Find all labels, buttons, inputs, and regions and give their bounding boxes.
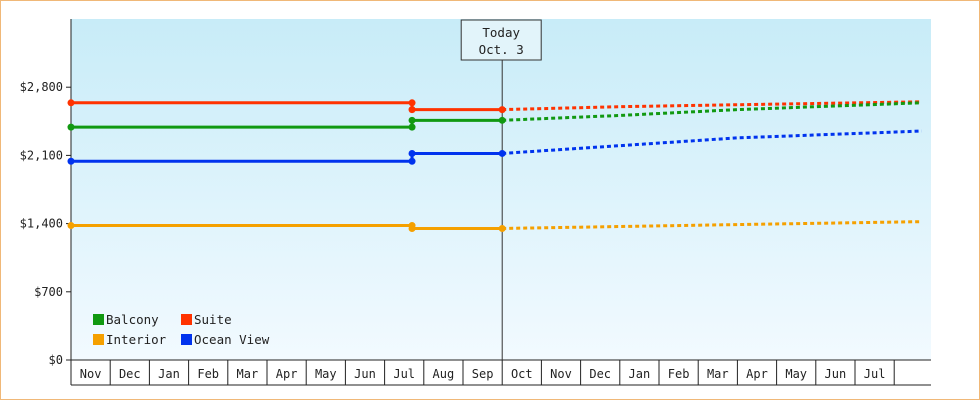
series-balcony-point bbox=[408, 123, 416, 131]
month-label: Feb bbox=[197, 367, 219, 381]
legend-label-interior: Interior bbox=[106, 332, 167, 347]
series-interior-forecast bbox=[502, 220, 922, 230]
series-interior-point bbox=[408, 224, 416, 232]
legend-swatch-suite bbox=[181, 314, 192, 325]
series-ocean-view-point bbox=[67, 157, 75, 165]
series-ocean-view-historical bbox=[71, 151, 503, 163]
legend-label-suite: Suite bbox=[194, 312, 232, 327]
y-tick-label: $1,400 bbox=[20, 217, 63, 231]
series-interior-point bbox=[67, 222, 75, 230]
month-label: Feb bbox=[668, 367, 690, 381]
series-balcony-point bbox=[67, 123, 75, 131]
month-label: Dec bbox=[589, 367, 611, 381]
series-suite-point bbox=[67, 99, 75, 107]
month-label: May bbox=[315, 367, 337, 381]
month-label: Mar bbox=[237, 367, 259, 381]
month-label: Dec bbox=[119, 367, 141, 381]
month-label: Sep bbox=[472, 367, 494, 381]
series-balcony-forecast bbox=[502, 101, 922, 122]
today-box bbox=[460, 19, 542, 61]
month-label: Jul bbox=[393, 367, 415, 381]
month-label: Oct bbox=[511, 367, 533, 381]
month-label: May bbox=[785, 367, 807, 381]
month-label: Jun bbox=[354, 367, 376, 381]
series-lines bbox=[67, 99, 922, 232]
legend-swatch-interior bbox=[93, 334, 104, 345]
month-label: Apr bbox=[746, 367, 768, 381]
month-label: Nov bbox=[80, 367, 102, 381]
legend-label-ocean-view: Ocean View bbox=[194, 332, 270, 347]
month-label: Apr bbox=[276, 367, 298, 381]
series-interior-point bbox=[498, 224, 506, 232]
y-tick-label: $700 bbox=[34, 285, 63, 299]
series-ocean-view-point bbox=[408, 157, 416, 165]
series-ocean-view-point bbox=[498, 149, 506, 157]
series-suite-point bbox=[408, 99, 416, 107]
month-label: Jan bbox=[158, 367, 180, 381]
today-marker: Today Oct. 3 bbox=[460, 19, 542, 360]
month-label: Jul bbox=[864, 367, 886, 381]
legend-label-balcony: Balcony bbox=[106, 312, 159, 327]
x-axis: Nov Dec Jan Feb Mar Apr May Jun Jul Aug Sep Oct Nov D… bbox=[70, 359, 931, 386]
today-date: Oct. 3 bbox=[479, 42, 524, 57]
month-label: Jan bbox=[629, 367, 651, 381]
series-suite-forecast bbox=[502, 100, 922, 112]
today-label: Today bbox=[482, 25, 520, 40]
y-tick-label: $2,100 bbox=[20, 148, 63, 162]
legend-swatch-balcony bbox=[93, 314, 104, 325]
series-ocean-view-forecast bbox=[502, 129, 922, 155]
series-ocean-view-point bbox=[408, 149, 416, 157]
y-tick-label: $2,800 bbox=[20, 80, 63, 94]
legend-swatch-ocean-view bbox=[181, 334, 192, 345]
y-tick-label: $0 bbox=[49, 353, 63, 367]
month-label: Jun bbox=[825, 367, 847, 381]
month-label: Nov bbox=[550, 367, 572, 381]
month-label: Aug bbox=[433, 367, 455, 381]
series-balcony-point bbox=[408, 116, 416, 124]
month-label: Mar bbox=[707, 367, 729, 381]
legend: Balcony Suite Interior Ocean View bbox=[93, 312, 270, 347]
series-suite-point bbox=[498, 106, 506, 114]
series-balcony-point bbox=[498, 116, 506, 124]
plot-background bbox=[71, 19, 931, 360]
y-axis: $0 $700 $1,400 $2,100 $2,800 bbox=[20, 19, 72, 367]
series-suite-point bbox=[408, 106, 416, 114]
